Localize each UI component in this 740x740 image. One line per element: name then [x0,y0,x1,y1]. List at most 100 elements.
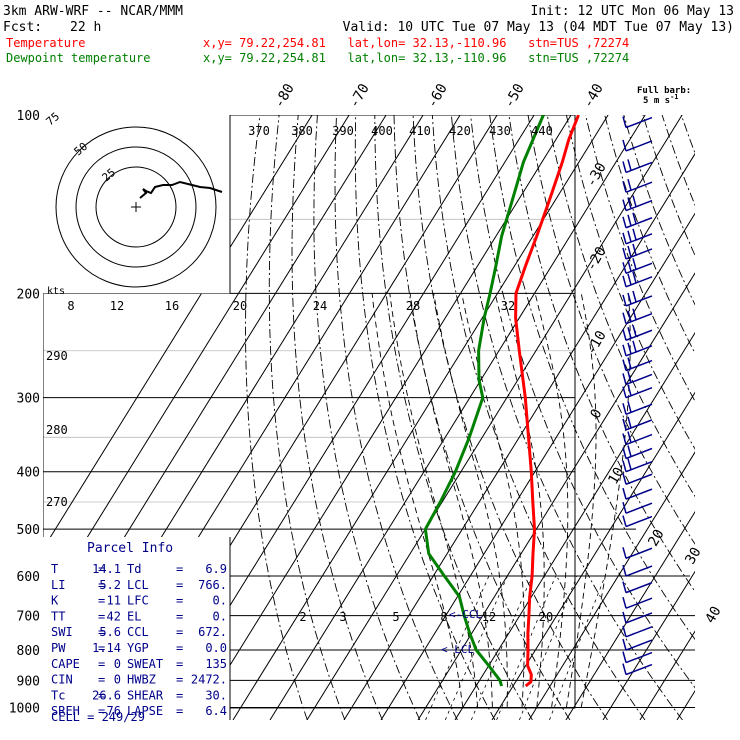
wind-barb-flag [622,515,627,527]
wind-barb-flag [622,161,627,173]
dewpoint-legend: Dewpoint temperature [6,51,151,65]
barb-legend-title: Full barb: [637,86,691,96]
wind-barb-flag [622,139,627,152]
wind-barb [622,597,653,609]
parcel-label-right: LFC [127,594,149,608]
wind-barb-flag [622,564,627,577]
dry-adiabat-line [623,115,695,306]
speed-tick-label: 24 [313,299,327,313]
wind-barb-flag [622,262,627,274]
temperature-tick-label: 30 [682,545,704,568]
isotherm-line [454,331,695,720]
wind-barb-staff [625,161,653,174]
parcel-equals: = [98,562,105,576]
theta-label: 420 [449,124,471,138]
parcel-equals: = [98,688,105,702]
wind-barb [622,515,653,528]
mixing-ratio-label: 3 [339,610,346,624]
temperature-tick-label: 40 [702,604,724,627]
valid-time: Valid: 10 UTC Tue 07 May 13 (04 MDT Tue … [343,20,734,35]
wind-barb-flag [627,327,632,339]
wind-barb-flag [622,473,627,485]
hodograph-ring [95,166,177,248]
wind-barb-flag [622,232,627,245]
wind-barb-flag [622,312,627,324]
hodograph-ring [55,126,217,288]
temperature-profile [514,115,580,688]
wind-barb-flag [627,357,632,369]
wind-barb [622,651,653,664]
wind-barb [622,581,653,594]
wind-barb-staff [625,329,653,341]
wind-barb-flag [622,663,627,675]
wind-barb-flag [632,308,637,320]
pressure-label: 400 [17,466,40,481]
wind-barb-flag [622,344,627,357]
temperature-tick-label: -50 [501,81,528,111]
moist-adiabat-line [409,293,493,708]
wind-barb-flag [622,547,627,559]
parcel-equals: = [98,673,105,687]
sounding-profiles [423,115,580,688]
wind-barb-staff [625,199,653,212]
parcel-info-row: SWI 5.6 CCL 672. = = [51,625,227,639]
wind-barb [622,116,653,129]
parcel-info-row: TT 42 EL 0. = = [51,609,227,623]
wind-barb-flag [622,181,627,193]
wind-barb [622,195,653,212]
wind-barb-flag [627,342,632,355]
wind-barb-flag [622,447,627,459]
wind-barb [622,564,653,577]
wind-barb-flag [632,340,637,353]
parcel-equals: = [98,578,105,592]
temperature-tick-label: -70 [346,81,373,111]
wind-barb-staff [625,248,653,260]
dry-adiabat-label: 270 [46,495,68,509]
theta-label: 410 [409,124,431,138]
pressure-label: 900 [17,674,40,689]
isotherm-line [602,570,695,720]
isotherm-line [232,115,609,720]
moist-adiabat-line [389,293,479,708]
speed-tick-label: 32 [501,299,515,313]
parcel-value-right: 0.0 [205,641,227,655]
pressure-label: 700 [17,610,40,625]
wind-barb [622,371,653,386]
temperature-legend: Temperature [6,36,85,50]
temperature-tick-label: -60 [424,81,451,111]
wind-barb-flag [622,611,627,624]
dry-adiabat-line [642,115,695,257]
moist-adiabat-line [371,293,464,708]
forecast-hour: 22 h [70,20,101,35]
dry-adiabat-label: 280 [46,423,68,437]
wind-barb [622,401,653,415]
plot-frame [43,115,576,709]
wind-barb-staff [625,403,653,415]
dry-adiabat-line [291,115,383,720]
dewpoint-profile [423,115,545,687]
mixing-ratio-label: 2 [299,610,306,624]
theta-label: 430 [489,124,511,138]
wind-barb [622,416,653,431]
parcel-info-title: Parcel Info [87,541,173,556]
pressure-label: 800 [17,644,40,659]
speed-tick-label: 20 [233,299,247,313]
wind-barb-staff [625,345,653,357]
theta-label: 390 [332,124,354,138]
parcel-equals: = [98,625,105,639]
wind-barb-staff [625,460,653,473]
wind-barb-flag [622,597,627,609]
parcel-info-box: Parcel Info T 14.1 Td 6.9= =LI 5.2 LCL 766.= =K 1… [43,537,231,724]
wind-barb-staff [625,473,653,485]
parcel-value-right: 0. [213,609,227,623]
wind-barb [622,611,653,624]
wind-barb-flag [627,445,632,457]
parcel-value-right: 30. [205,688,227,702]
pressure-label: 1000 [9,701,40,716]
parcel-label-left: LI [51,578,65,592]
parcel-label-right: LAPSE [127,704,163,718]
isotherm-line [195,115,572,720]
wind-barb-staff [625,488,653,500]
wind-barb-flag [632,258,637,270]
